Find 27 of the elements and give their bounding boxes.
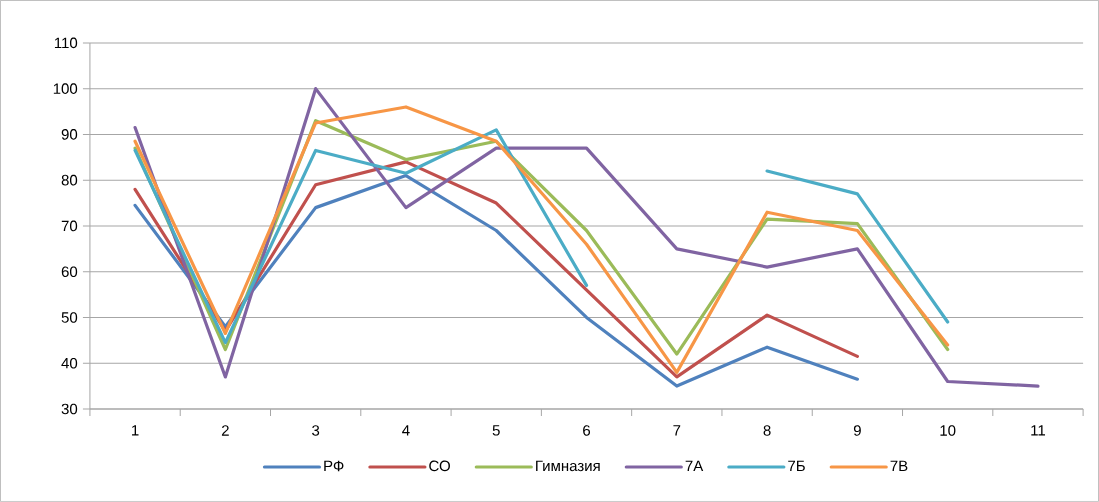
x-tick-label: 9 [853,425,861,436]
legend-label: Гимназия [536,460,600,472]
x-tick-label: 5 [492,425,500,436]
y-tick-label: 40 [61,357,78,369]
legend-label: 7В [890,460,908,472]
x-tick-label: 4 [402,425,410,436]
y-tick-label: 110 [54,37,78,49]
x-tick-label: 7 [673,425,681,436]
line-series [133,87,1040,388]
y-tick-label: 80 [61,174,78,186]
x-tick-label: 1 [132,425,139,436]
legend-label: 7А [685,460,704,472]
y-tick-label: 100 [53,83,78,95]
y-tick-label: 70 [61,220,78,232]
y-tick-label: 90 [61,129,78,140]
y-tick-label: 30 [61,403,78,415]
legend-label: СО [429,460,450,472]
x-tick-label: 3 [312,425,320,436]
y-tick-label: 50 [61,312,78,323]
x-tick-label: 10 [940,425,956,436]
legend-label: 7Б [788,460,805,472]
x-tick-label: 11 [1031,425,1046,436]
y-tick-label: 60 [61,266,78,278]
x-tick-label: 2 [221,425,229,436]
x-tick-label: 8 [763,425,771,436]
x-tick-label: 6 [583,425,591,436]
legend-label: РФ [324,460,344,472]
